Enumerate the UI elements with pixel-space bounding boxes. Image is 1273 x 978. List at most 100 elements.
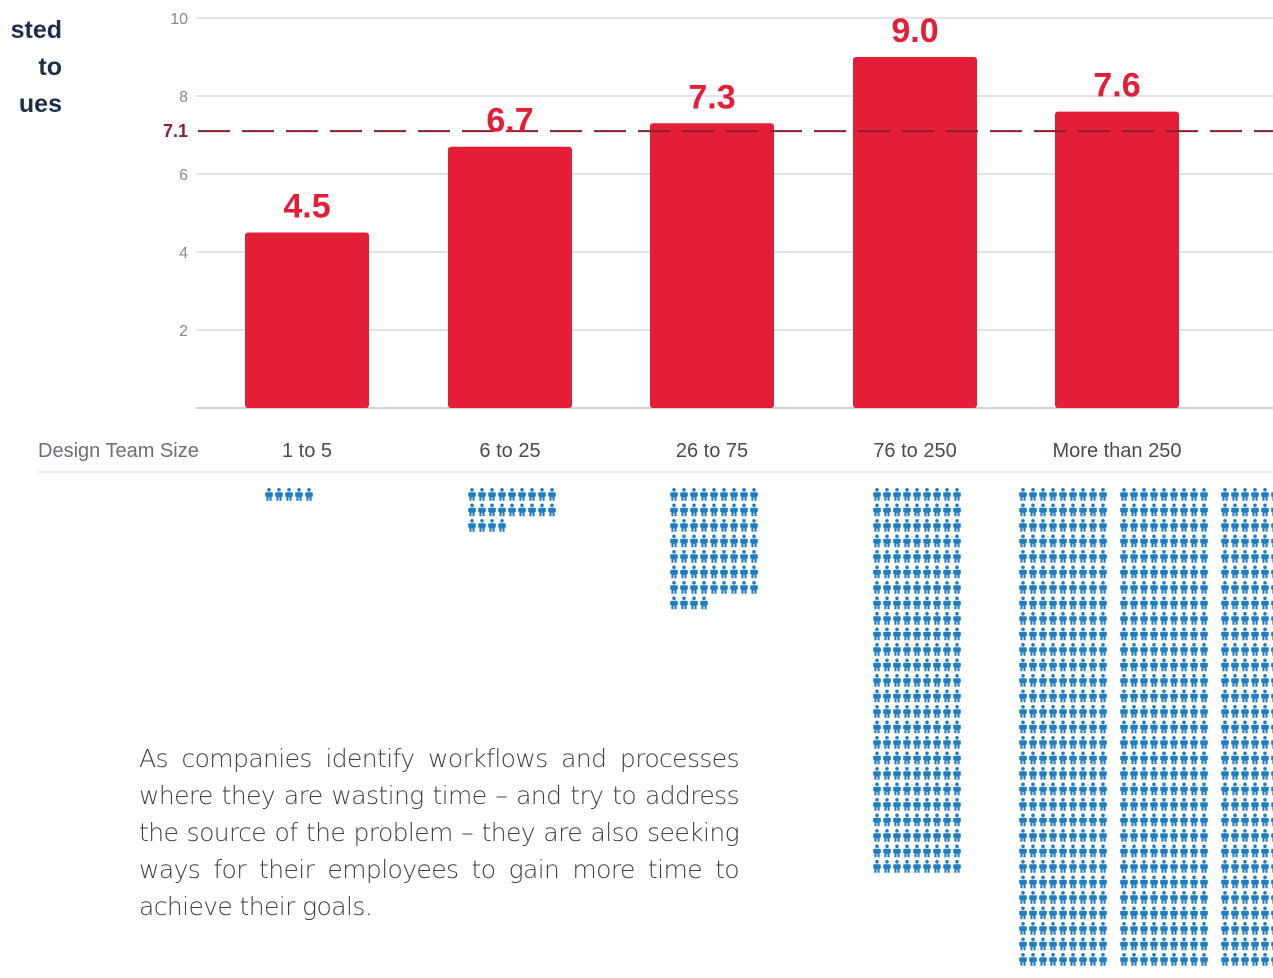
person-icon [1190,503,1198,517]
person-icon [893,829,901,842]
person-icon [498,488,506,501]
person-icon [1130,596,1138,610]
person-icon [670,503,678,517]
person-icon [1231,953,1239,966]
person-icon [1180,798,1188,811]
person-icon [1140,798,1148,811]
person-icon [1120,813,1128,827]
person-icon [1200,503,1208,517]
person-icon [903,596,911,610]
person-icon [1190,705,1198,718]
person-icon [1170,767,1178,780]
person-icon [1079,612,1087,625]
person-icon [1140,519,1148,532]
person-icon [1099,782,1107,796]
person-icon [1089,503,1097,517]
person-icon [1029,658,1037,672]
person-icon [883,705,891,718]
person-icon [1019,550,1027,563]
person-icon [1140,612,1148,625]
person-icon [1029,596,1037,610]
person-icon [1130,689,1138,703]
person-icon [1130,922,1138,935]
person-icon [913,519,921,532]
person-icon [1160,612,1168,625]
person-icon [953,782,961,796]
person-icon [1251,705,1259,718]
person-icon [943,736,951,749]
person-icon [1180,627,1188,641]
person-icon [903,488,911,501]
person-icon [1190,906,1198,920]
person-icon [883,612,891,625]
person-icon [538,503,546,517]
person-icon [933,720,941,734]
person-icon [680,550,688,563]
person-icon [1261,519,1269,532]
person-icon [1069,565,1077,579]
person-icon [750,534,758,548]
person-icon [1039,720,1047,734]
person-icon [933,519,941,532]
person-icon [1160,798,1168,811]
person-icon [1150,705,1158,718]
person-icon [913,844,921,858]
person-icon [1039,906,1047,920]
person-icon [750,550,758,563]
person-icon [478,488,486,501]
person-icon [1069,782,1077,796]
person-icon [893,596,901,610]
person-icon [1049,596,1057,610]
person-icon [953,643,961,656]
person-icon [1019,875,1027,889]
person-icon [1180,782,1188,796]
person-icon [1049,891,1057,904]
person-icon [1160,720,1168,734]
person-icon [750,565,758,579]
person-icon [1019,953,1027,966]
person-icon [1251,751,1259,765]
person-icon [1130,937,1138,951]
person-icon [1160,922,1168,935]
person-icon [873,581,881,594]
person-icon [700,519,708,532]
person-icon [1180,953,1188,966]
person-icon [933,627,941,641]
person-icon [1019,829,1027,842]
person-icon [883,503,891,517]
person-icon [1150,798,1158,811]
person-icon [1190,658,1198,672]
person-icon [1170,689,1178,703]
person-icon [1059,906,1067,920]
person-icon [710,503,718,517]
person-icon [720,519,728,532]
person-icon [1099,705,1107,718]
person-icon [1059,767,1067,780]
person-icon [943,519,951,532]
person-icon [1150,596,1158,610]
person-icon [1190,519,1198,532]
person-icon [1241,891,1249,904]
person-icon [1049,643,1057,656]
person-icon [1079,689,1087,703]
person-icon [1261,844,1269,858]
person-icon [1190,565,1198,579]
person-icon [1231,720,1239,734]
person-icon [1069,813,1077,827]
person-icon [1039,953,1047,966]
person-icon [1221,581,1229,594]
person-icon [1049,612,1057,625]
person-icon [1200,519,1208,532]
bar-value-label: 7.6 [1093,67,1140,105]
person-icon [1069,519,1077,532]
person-icon [923,627,931,641]
person-icon [1130,720,1138,734]
person-icon [1120,844,1128,858]
person-icon [1200,813,1208,827]
person-icon [488,488,496,501]
person-icon [1130,658,1138,672]
person-icon [893,844,901,858]
person-icon [913,689,921,703]
person-icon [1231,798,1239,811]
y-tick-label: 6 [179,167,188,184]
